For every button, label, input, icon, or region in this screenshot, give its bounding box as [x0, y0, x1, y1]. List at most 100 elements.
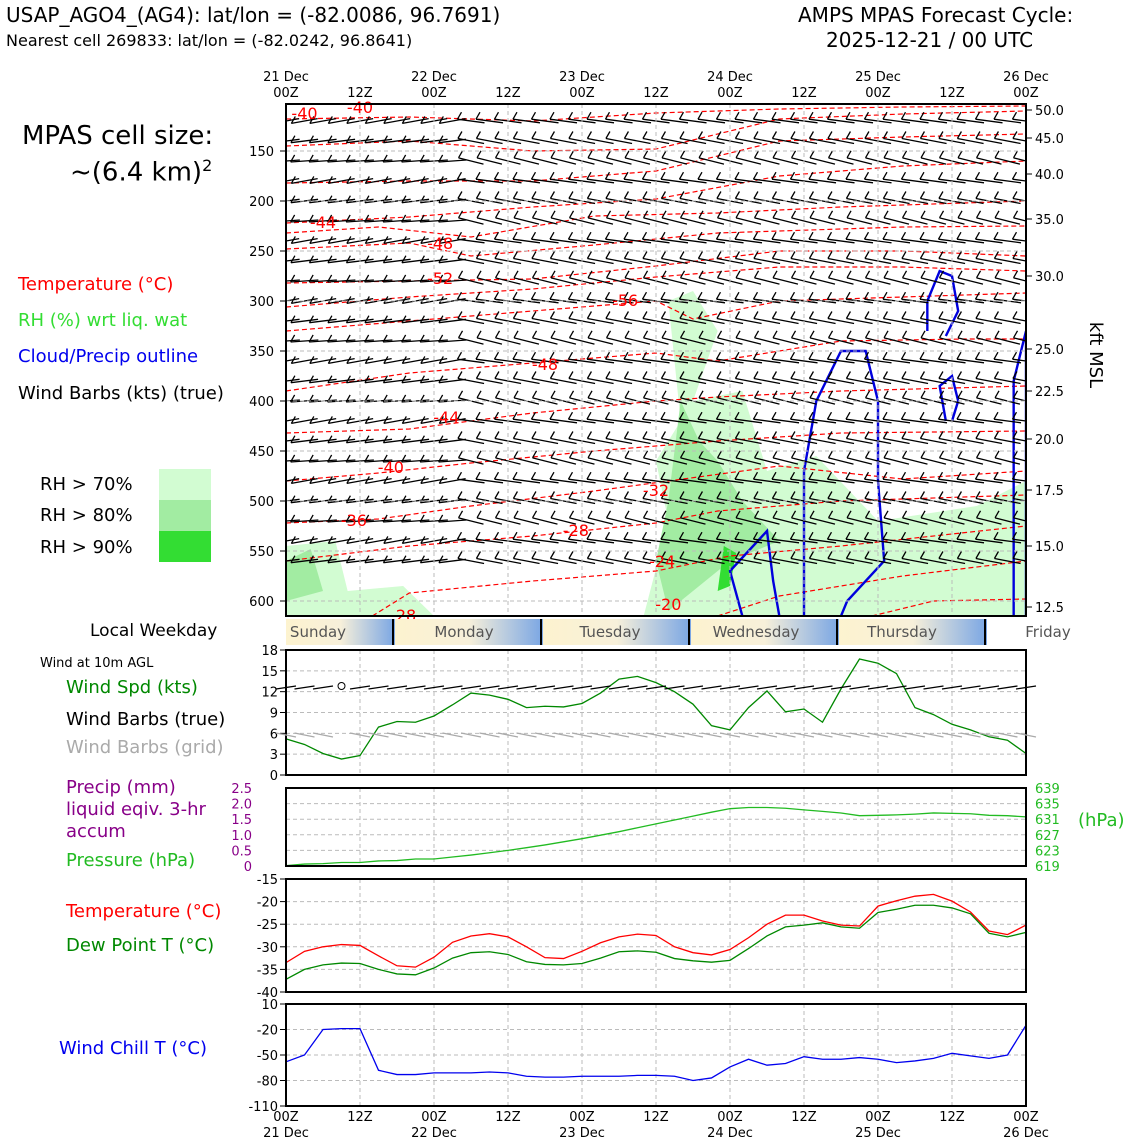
wind-barb — [568, 330, 575, 339]
wind-barb-grid — [701, 732, 722, 738]
wind-barb — [716, 191, 722, 199]
wind-barb — [531, 377, 559, 385]
wind-barb — [532, 277, 558, 285]
wind-barb — [956, 231, 962, 240]
wind-barb — [586, 538, 615, 544]
wind-barb — [568, 551, 574, 559]
wind-barb — [734, 478, 763, 484]
wind-barb — [401, 279, 430, 283]
wind-barb — [938, 358, 966, 364]
wind-barb — [808, 118, 837, 124]
wind-barb-grid — [608, 732, 630, 738]
wind-barb — [420, 416, 426, 424]
wind-barb — [993, 551, 999, 559]
wind-barb — [458, 157, 484, 165]
wind-barb — [309, 476, 315, 484]
wind-barb — [993, 131, 999, 139]
weekday-band — [543, 619, 691, 645]
wind-barb — [957, 317, 984, 325]
wind-barb — [994, 457, 1021, 465]
wind-barb — [286, 498, 300, 502]
wind-barb — [624, 330, 630, 339]
wind-barb — [753, 317, 781, 325]
wind-barb — [789, 411, 796, 420]
wind-barb — [291, 477, 318, 485]
wind-barb — [493, 351, 500, 360]
wind-barb — [530, 531, 537, 540]
wind-barb — [864, 551, 870, 559]
wind-barb — [660, 131, 666, 139]
wind-barb — [679, 131, 685, 139]
wind-barb — [328, 537, 355, 545]
wind-barb — [790, 390, 797, 399]
wind-barb — [383, 117, 411, 125]
wind-barb — [716, 510, 723, 519]
wind-barb — [475, 411, 481, 420]
wind-barb — [623, 411, 629, 420]
wind-speed-frame — [285, 649, 1027, 776]
wind-barb — [475, 251, 481, 259]
wind-barb — [401, 236, 407, 244]
wind-barb — [327, 375, 333, 384]
wind-barb — [956, 251, 962, 259]
wind-barb — [808, 478, 837, 484]
wind-barb — [845, 418, 874, 424]
wind-barb — [734, 358, 763, 364]
wind-speed-tick-label: 18 — [261, 644, 278, 659]
wind-barb — [660, 471, 666, 480]
wind-barb — [419, 454, 425, 463]
wind-barb — [605, 131, 611, 139]
wind-barb — [993, 471, 999, 480]
wind-barb — [1013, 457, 1026, 462]
wind-barb — [660, 411, 666, 420]
wind-barb — [753, 238, 781, 244]
wind-barb — [345, 334, 351, 343]
wind-barb — [364, 375, 370, 384]
wind-barb — [531, 257, 559, 265]
wind-barb — [697, 131, 703, 139]
wind-barb — [476, 270, 482, 279]
wind-barb — [438, 514, 444, 523]
wind-barb — [327, 296, 333, 304]
wind-barb — [364, 334, 370, 343]
wind-barb — [364, 296, 370, 304]
wind-barb — [623, 291, 629, 300]
cloud-outline — [728, 528, 781, 616]
wind-barb — [993, 238, 1022, 244]
wind-barb — [993, 411, 999, 420]
temperature-contour — [286, 200, 1026, 238]
wind-barb — [530, 231, 537, 240]
wind-barb — [809, 397, 836, 405]
wind-barb — [438, 555, 444, 564]
wind-barb — [438, 176, 444, 184]
wind-barb — [286, 519, 300, 522]
wind-barb — [587, 517, 614, 525]
wind-barb — [660, 418, 689, 424]
wind-barb — [956, 298, 985, 304]
wind-barb — [438, 339, 467, 343]
wind-barb — [587, 497, 614, 505]
wind-barb — [993, 118, 1022, 124]
wind-barb — [698, 257, 725, 265]
wind-barb — [605, 450, 612, 459]
wind-barb — [456, 411, 463, 420]
wind-barb-true — [978, 685, 1000, 690]
legend-rh70-label: RH > 70% — [40, 474, 133, 495]
wind-barb — [549, 178, 578, 184]
wind-barb — [401, 558, 430, 564]
wind-barb — [420, 339, 448, 343]
wind-chill-tick-label: -50 — [257, 1049, 278, 1064]
wind-barb — [623, 491, 629, 499]
legend-cloud-outline: Cloud/Precip outline — [18, 346, 199, 367]
wind-barb — [697, 351, 703, 360]
wind-barb — [475, 291, 481, 300]
wind-barb — [1011, 111, 1018, 120]
wind-barb — [512, 358, 541, 364]
wind-barb — [475, 358, 504, 364]
nearest-cell-subtitle: Nearest cell 269833: lat/lon = (-82.0242… — [6, 31, 413, 50]
wind-barb — [568, 358, 596, 364]
wind-barb — [401, 435, 407, 444]
wind-barb — [365, 177, 392, 185]
wind-barb — [476, 210, 482, 219]
wind-barb — [791, 337, 817, 345]
